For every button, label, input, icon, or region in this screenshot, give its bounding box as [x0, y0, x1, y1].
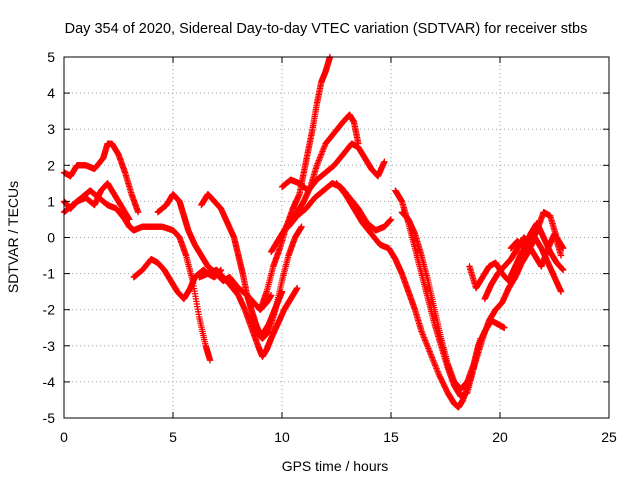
- series-arc-19: [507, 219, 567, 274]
- data-point: [501, 324, 508, 331]
- series-arc-15: [398, 209, 508, 393]
- series-arc-1: [60, 187, 214, 364]
- series-arc-13: [333, 180, 499, 411]
- y-tick-label: 2: [47, 157, 55, 173]
- data-point: [355, 140, 362, 147]
- data-point: [557, 288, 565, 295]
- y-tick-label: -1: [43, 266, 56, 282]
- y-tick-label: 0: [47, 230, 55, 246]
- data-point: [387, 216, 395, 223]
- x-axis-label: GPS time / hours: [282, 458, 389, 474]
- x-tick-label: 25: [601, 429, 617, 445]
- x-tick-label: 20: [492, 429, 508, 445]
- series-arc-2: [60, 140, 142, 216]
- series-arc-6: [195, 266, 301, 360]
- y-tick-label: 1: [47, 193, 55, 209]
- series-arc-3: [60, 180, 133, 223]
- data-point: [134, 209, 142, 216]
- series-arc-11: [267, 111, 362, 256]
- series-arc-4: [130, 255, 225, 303]
- y-tick-label: -2: [43, 302, 56, 318]
- x-tick-label: 15: [383, 429, 399, 445]
- data-points: [60, 53, 567, 411]
- y-tick-label: -4: [43, 374, 56, 390]
- x-tick-label: 0: [60, 429, 68, 445]
- y-tick-label: 4: [47, 85, 55, 101]
- series-arc-8: [246, 223, 305, 342]
- y-tick-label: 3: [47, 121, 55, 137]
- data-point: [560, 245, 567, 252]
- data-point: [560, 266, 567, 274]
- series-arc-18: [492, 234, 565, 313]
- y-axis-label: SDTVAR / TECUs: [5, 181, 21, 293]
- data-point: [294, 284, 301, 292]
- y-tick-label: 5: [47, 49, 55, 65]
- series-arc-9: [257, 53, 334, 313]
- y-tick-label: -3: [43, 338, 56, 354]
- data-point: [125, 215, 132, 222]
- data-point: [381, 158, 388, 165]
- axis-ticks: -5 -4 -3 -2 -1 0 1 2 3 4 5 0 5 10 15 20 25: [43, 49, 617, 445]
- x-tick-label: 5: [169, 429, 177, 445]
- data-point: [206, 357, 214, 364]
- data-point: [267, 292, 275, 299]
- y-tick-label: -5: [43, 410, 56, 426]
- chart-title: Day 354 of 2020, Sidereal Day-to-day VTE…: [65, 21, 588, 37]
- data-point: [298, 223, 305, 230]
- data-point: [557, 252, 565, 259]
- x-tick-label: 10: [274, 429, 290, 445]
- series-arc-16: [466, 230, 565, 292]
- data-point: [126, 216, 133, 223]
